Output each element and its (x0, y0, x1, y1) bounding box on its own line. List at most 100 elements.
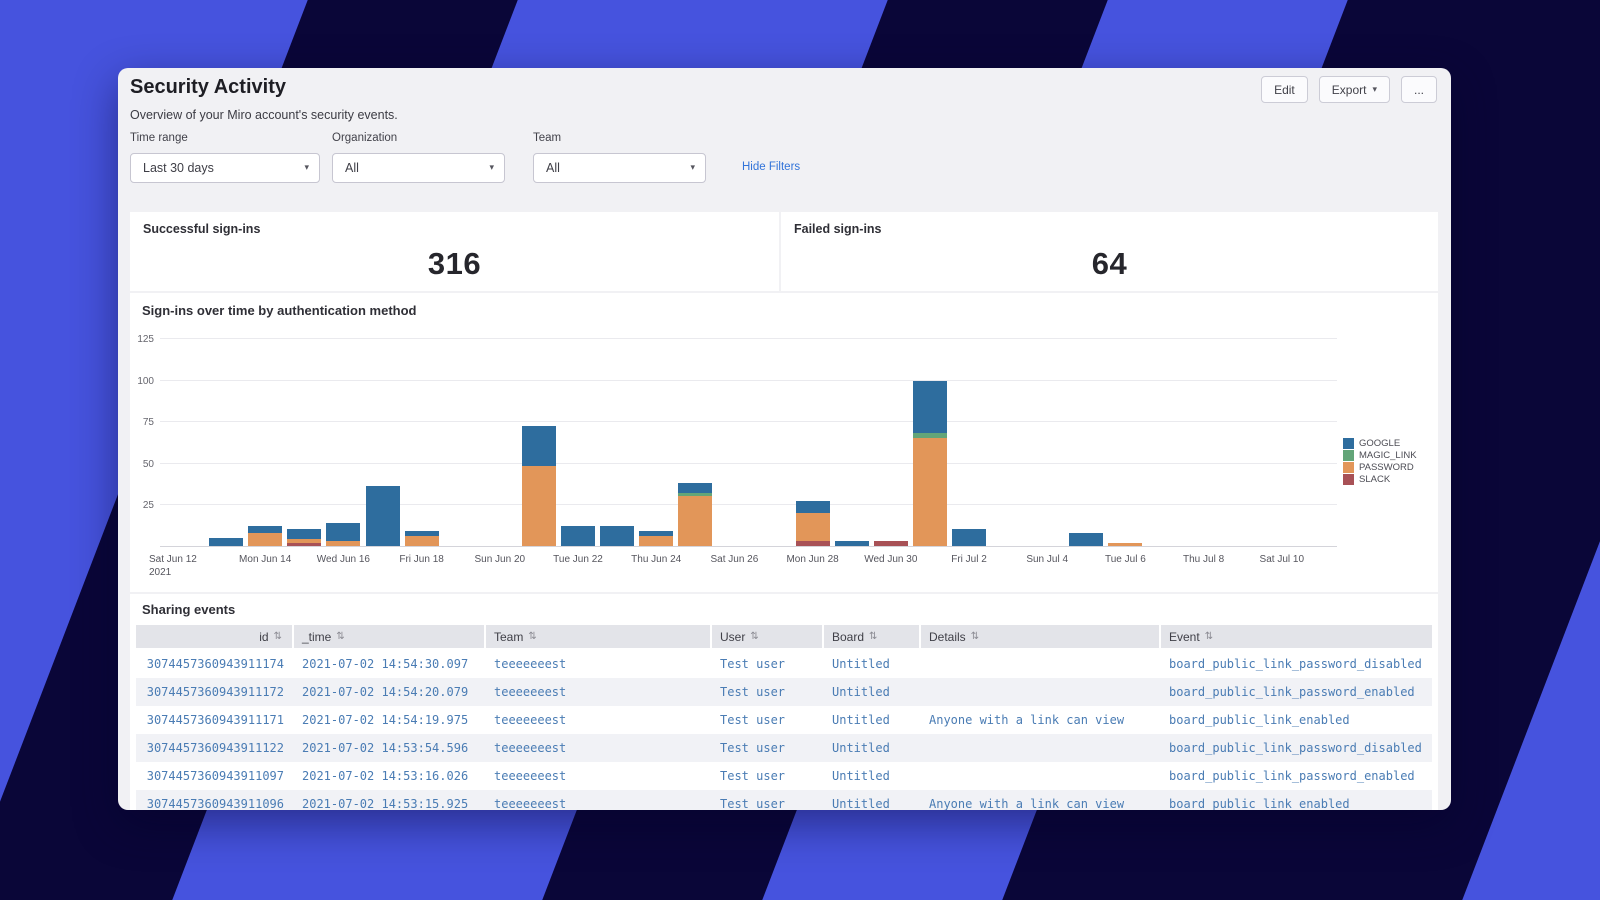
stat-label: Failed sign-ins (794, 222, 882, 236)
legend-label: PASSWORD (1359, 461, 1414, 473)
table-row: 3074457360943911171 2021-07-02 14:54:19.9… (136, 706, 1432, 734)
table-cell-board[interactable]: Untitled (832, 713, 890, 727)
table-header-row: id ⇅ _time ⇅ Team ⇅ User ⇅ Board ⇅ Details ⇅ Event ⇅ (136, 625, 1432, 648)
table-cell-id[interactable]: 3074457360943911096 (146, 797, 284, 810)
table-cell-team[interactable]: teeeeeeest (494, 741, 567, 755)
hide-filters-link[interactable]: Hide Filters (742, 161, 801, 173)
table-cell-team[interactable]: teeeeeeest (494, 713, 567, 727)
chart-bar-jun-22[interactable] (561, 526, 595, 546)
table-cell-user[interactable]: Test user (720, 797, 786, 810)
table-cell-event[interactable]: board_public_link_enabled (1169, 797, 1350, 810)
table-cell-event[interactable]: board_public_link_password_disabled (1169, 741, 1422, 755)
table-cell-id[interactable]: 3074457360943911174 (146, 657, 284, 671)
chart-bar-jun-25[interactable] (678, 482, 713, 546)
y-axis-tick-label: 125 (137, 334, 154, 345)
legend-item-password[interactable]: PASSWORD (1343, 461, 1417, 473)
column-header-board[interactable]: Board ⇅ (824, 625, 921, 648)
chart-bar-jul-2[interactable] (952, 529, 986, 546)
legend-item-slack[interactable]: SLACK (1343, 473, 1417, 485)
chart-bar-jun-13[interactable] (209, 537, 244, 546)
chart-bar-jun-15[interactable] (287, 529, 322, 546)
table-row: 3074457360943911172 2021-07-02 14:54:20.0… (136, 678, 1432, 706)
chart-bar-jun-30[interactable] (873, 541, 908, 546)
chart-bar-jul-1[interactable] (912, 381, 947, 546)
table-cell-id[interactable]: 3074457360943911097 (146, 769, 284, 783)
column-header-event[interactable]: Event ⇅ (1161, 625, 1432, 648)
chart-title: Sign-ins over time by authentication met… (142, 303, 417, 318)
table-cell-board[interactable]: Untitled (832, 741, 890, 755)
column-header-label: id (259, 629, 269, 644)
chart-bar-jun-28[interactable] (795, 501, 830, 546)
edit-button[interactable]: Edit (1261, 76, 1308, 103)
x-axis-tick-label: Wed Jun 16 (316, 554, 370, 565)
table-cell-board[interactable]: Untitled (832, 657, 890, 671)
table-cell-user[interactable]: Test user (720, 769, 786, 783)
table-cell-board[interactable]: Untitled (832, 769, 890, 783)
legend-item-google[interactable]: GOOGLE (1343, 437, 1417, 449)
chart-bar-jun-18[interactable] (404, 531, 439, 546)
sort-icon: ⇅ (1204, 631, 1214, 642)
table-cell-details[interactable]: Anyone with a link can view (929, 713, 1125, 727)
chart-bar-jul-6[interactable] (1108, 542, 1143, 546)
table-cell-event[interactable]: board_public_link_password_disabled (1169, 657, 1422, 671)
table-cell-team[interactable]: teeeeeeest (494, 657, 567, 671)
table-cell-board[interactable]: Untitled (832, 797, 890, 810)
team-select[interactable]: All ▾ (533, 153, 706, 183)
table-cell-time[interactable]: 2021-07-02 14:54:19.975 (302, 713, 469, 727)
table-cell-time[interactable]: 2021-07-02 14:53:16.026 (302, 769, 469, 783)
chart-bar-jun-16[interactable] (326, 522, 361, 546)
column-header-label: Event (1169, 629, 1200, 644)
table-cell-event[interactable]: board_public_link_enabled (1169, 713, 1350, 727)
chart-bar-segment-google (912, 381, 947, 433)
chart-bar-jun-14[interactable] (248, 526, 283, 546)
column-header-details[interactable]: Details ⇅ (921, 625, 1161, 648)
column-header-time[interactable]: _time ⇅ (294, 625, 486, 648)
table-cell-team[interactable]: teeeeeeest (494, 797, 567, 810)
table-cell-time[interactable]: 2021-07-02 14:53:15.925 (302, 797, 469, 810)
chart-bar-jun-21[interactable] (521, 426, 556, 546)
chart-bar-segment-slack (795, 541, 830, 546)
table-cell-board[interactable]: Untitled (832, 685, 890, 699)
more-options-button[interactable]: ... (1400, 76, 1437, 103)
column-header-team[interactable]: Team ⇅ (486, 625, 712, 648)
x-axis-tick-label: Sun Jul 4 (1026, 554, 1069, 565)
column-header-user[interactable]: User ⇅ (712, 625, 824, 648)
table-cell-team[interactable]: teeeeeeest (494, 769, 567, 783)
table-cell-event[interactable]: board_public_link_password_enabled (1169, 769, 1415, 783)
chart-bar-jun-17[interactable] (365, 486, 400, 546)
table-cell-id[interactable]: 3074457360943911122 (146, 741, 284, 755)
chart-bar-segment-password (404, 536, 439, 546)
x-axis-tick-label: Wed Jun 30 (864, 554, 918, 565)
table-cell-time[interactable]: 2021-07-02 14:54:20.079 (302, 685, 469, 699)
chart-bar-jul-5[interactable] (1069, 532, 1104, 546)
table-cell-details[interactable]: Anyone with a link can view (929, 797, 1125, 810)
legend-label: SLACK (1359, 473, 1391, 485)
table-cell-user[interactable]: Test user (720, 713, 786, 727)
table-cell-id[interactable]: 3074457360943911172 (146, 685, 284, 699)
chart-bar-segment-google (561, 526, 595, 546)
column-header-id[interactable]: id ⇅ (136, 625, 294, 648)
table-cell-time[interactable]: 2021-07-02 14:53:54.596 (302, 741, 469, 755)
chart-bar-segment-google (287, 529, 322, 540)
table-cell-id[interactable]: 3074457360943911171 (146, 713, 284, 727)
table-cell-user[interactable]: Test user (720, 657, 786, 671)
x-axis-tick-label: Sat Jun 26 (710, 554, 759, 565)
table-cell-team[interactable]: teeeeeeest (494, 685, 567, 699)
sharing-events-panel: Sharing events id ⇅ _time ⇅ Team ⇅ User ⇅ Board ⇅… (130, 594, 1438, 810)
table-cell-user[interactable]: Test user (720, 741, 786, 755)
table-cell-event[interactable]: board_public_link_password_enabled (1169, 685, 1415, 699)
table-cell-user[interactable]: Test user (720, 685, 786, 699)
legend-swatch-icon (1343, 437, 1354, 449)
x-axis-tick-label: Thu Jul 8 (1183, 554, 1225, 565)
chevron-down-icon: ▾ (489, 163, 494, 173)
chart-bar-jun-24[interactable] (639, 531, 674, 546)
chart-bar-jun-23[interactable] (600, 526, 635, 546)
chart-bar-jun-29[interactable] (834, 541, 869, 546)
legend-item-magic_link[interactable]: MAGIC_LINK (1343, 449, 1417, 461)
organization-select[interactable]: All ▾ (332, 153, 505, 183)
time-range-select[interactable]: Last 30 days ▾ (130, 153, 320, 183)
table-cell-time[interactable]: 2021-07-02 14:54:30.097 (302, 657, 469, 671)
export-button[interactable]: Export ▾ (1318, 76, 1390, 103)
table-row: 3074457360943911174 2021-07-02 14:54:30.0… (136, 650, 1432, 678)
